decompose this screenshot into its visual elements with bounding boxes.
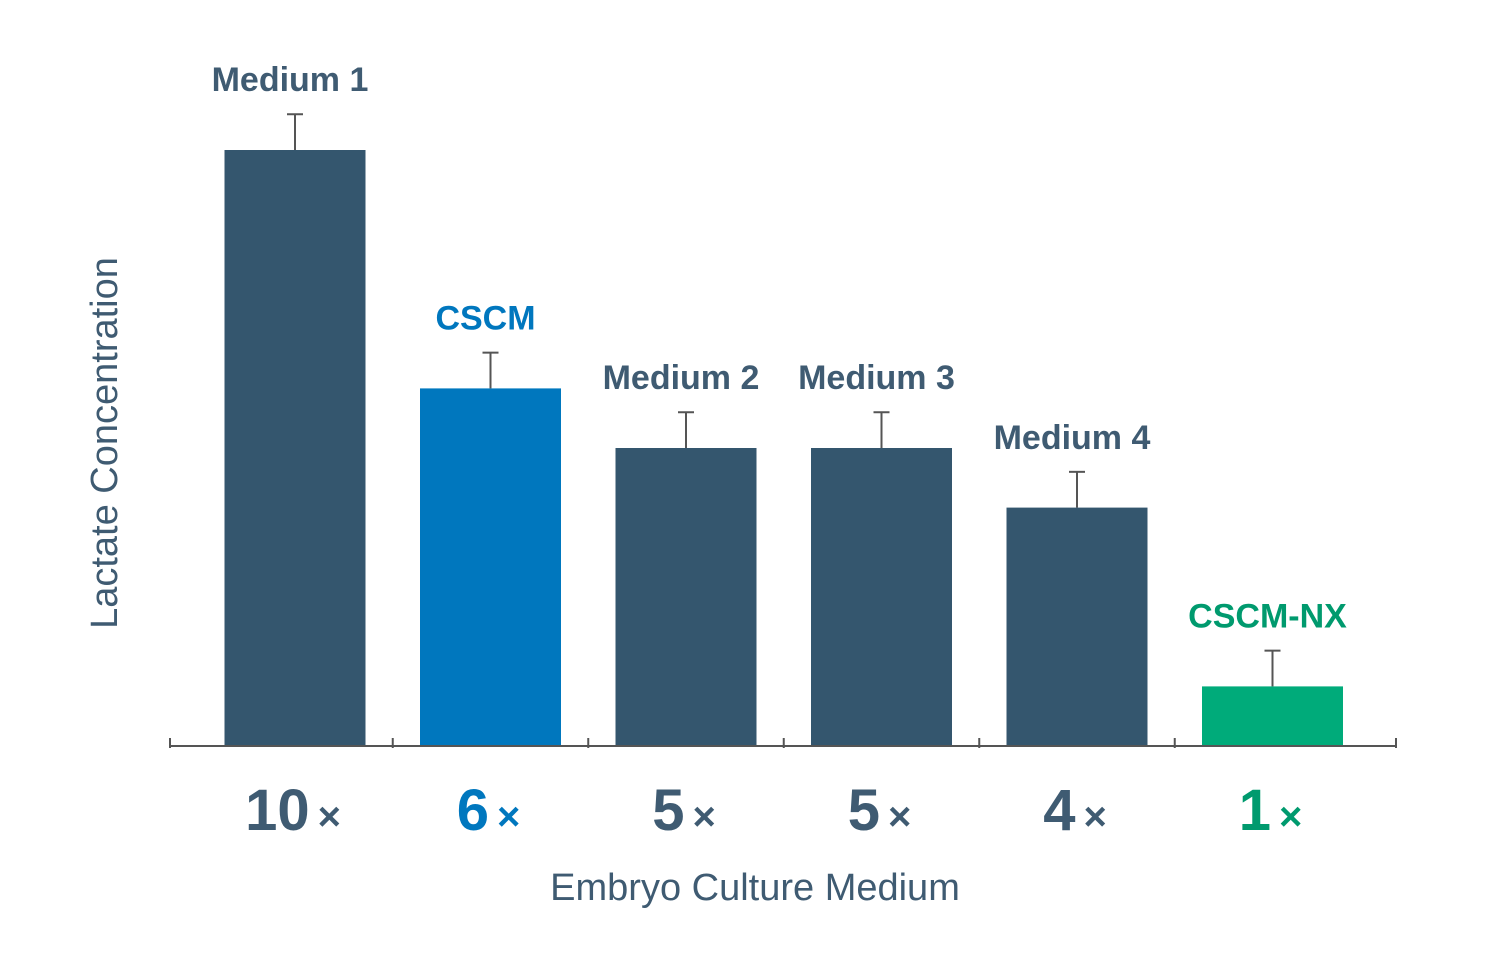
error-bars-group [287, 113, 1281, 687]
bar-category-label: Medium 4 [994, 419, 1151, 457]
x-axis-title: Embryo Culture Medium [550, 867, 960, 909]
bar-category-label: Medium 3 [798, 359, 955, 397]
x-tick-label: 4 × [1043, 778, 1107, 843]
bar-category-label: Medium 1 [212, 61, 369, 99]
bar-medium-2 [615, 448, 757, 746]
x-axis [169, 738, 1397, 748]
bar-cscm [420, 388, 561, 746]
bar-medium-4 [1006, 507, 1148, 746]
bars-group [224, 150, 1343, 746]
bar-cscm-nx [1202, 686, 1343, 746]
bar-category-label: CSCM-NX [1188, 598, 1347, 636]
x-tick-label: 10 × [245, 778, 341, 843]
bar-category-label: CSCM [435, 300, 535, 338]
x-tick-label: 6 × [457, 778, 521, 843]
x-tick-label: 5 × [848, 778, 912, 843]
bar-medium-1 [224, 150, 366, 746]
bar-labels-group: Medium 1 CSCM Medium 2 Medium 3 Medium 4 CSCM… [212, 61, 1348, 635]
y-axis-title: Lactate Concentration [84, 257, 126, 629]
x-tick-label: 5 × [652, 778, 716, 843]
bar-category-label: Medium 2 [603, 359, 760, 397]
bar-medium-3 [811, 448, 952, 746]
x-tick-label: 1 × [1239, 778, 1303, 843]
x-tick-labels-group: 10 × 6 × 5 × 5 × 4 × 1 × [245, 778, 1302, 843]
